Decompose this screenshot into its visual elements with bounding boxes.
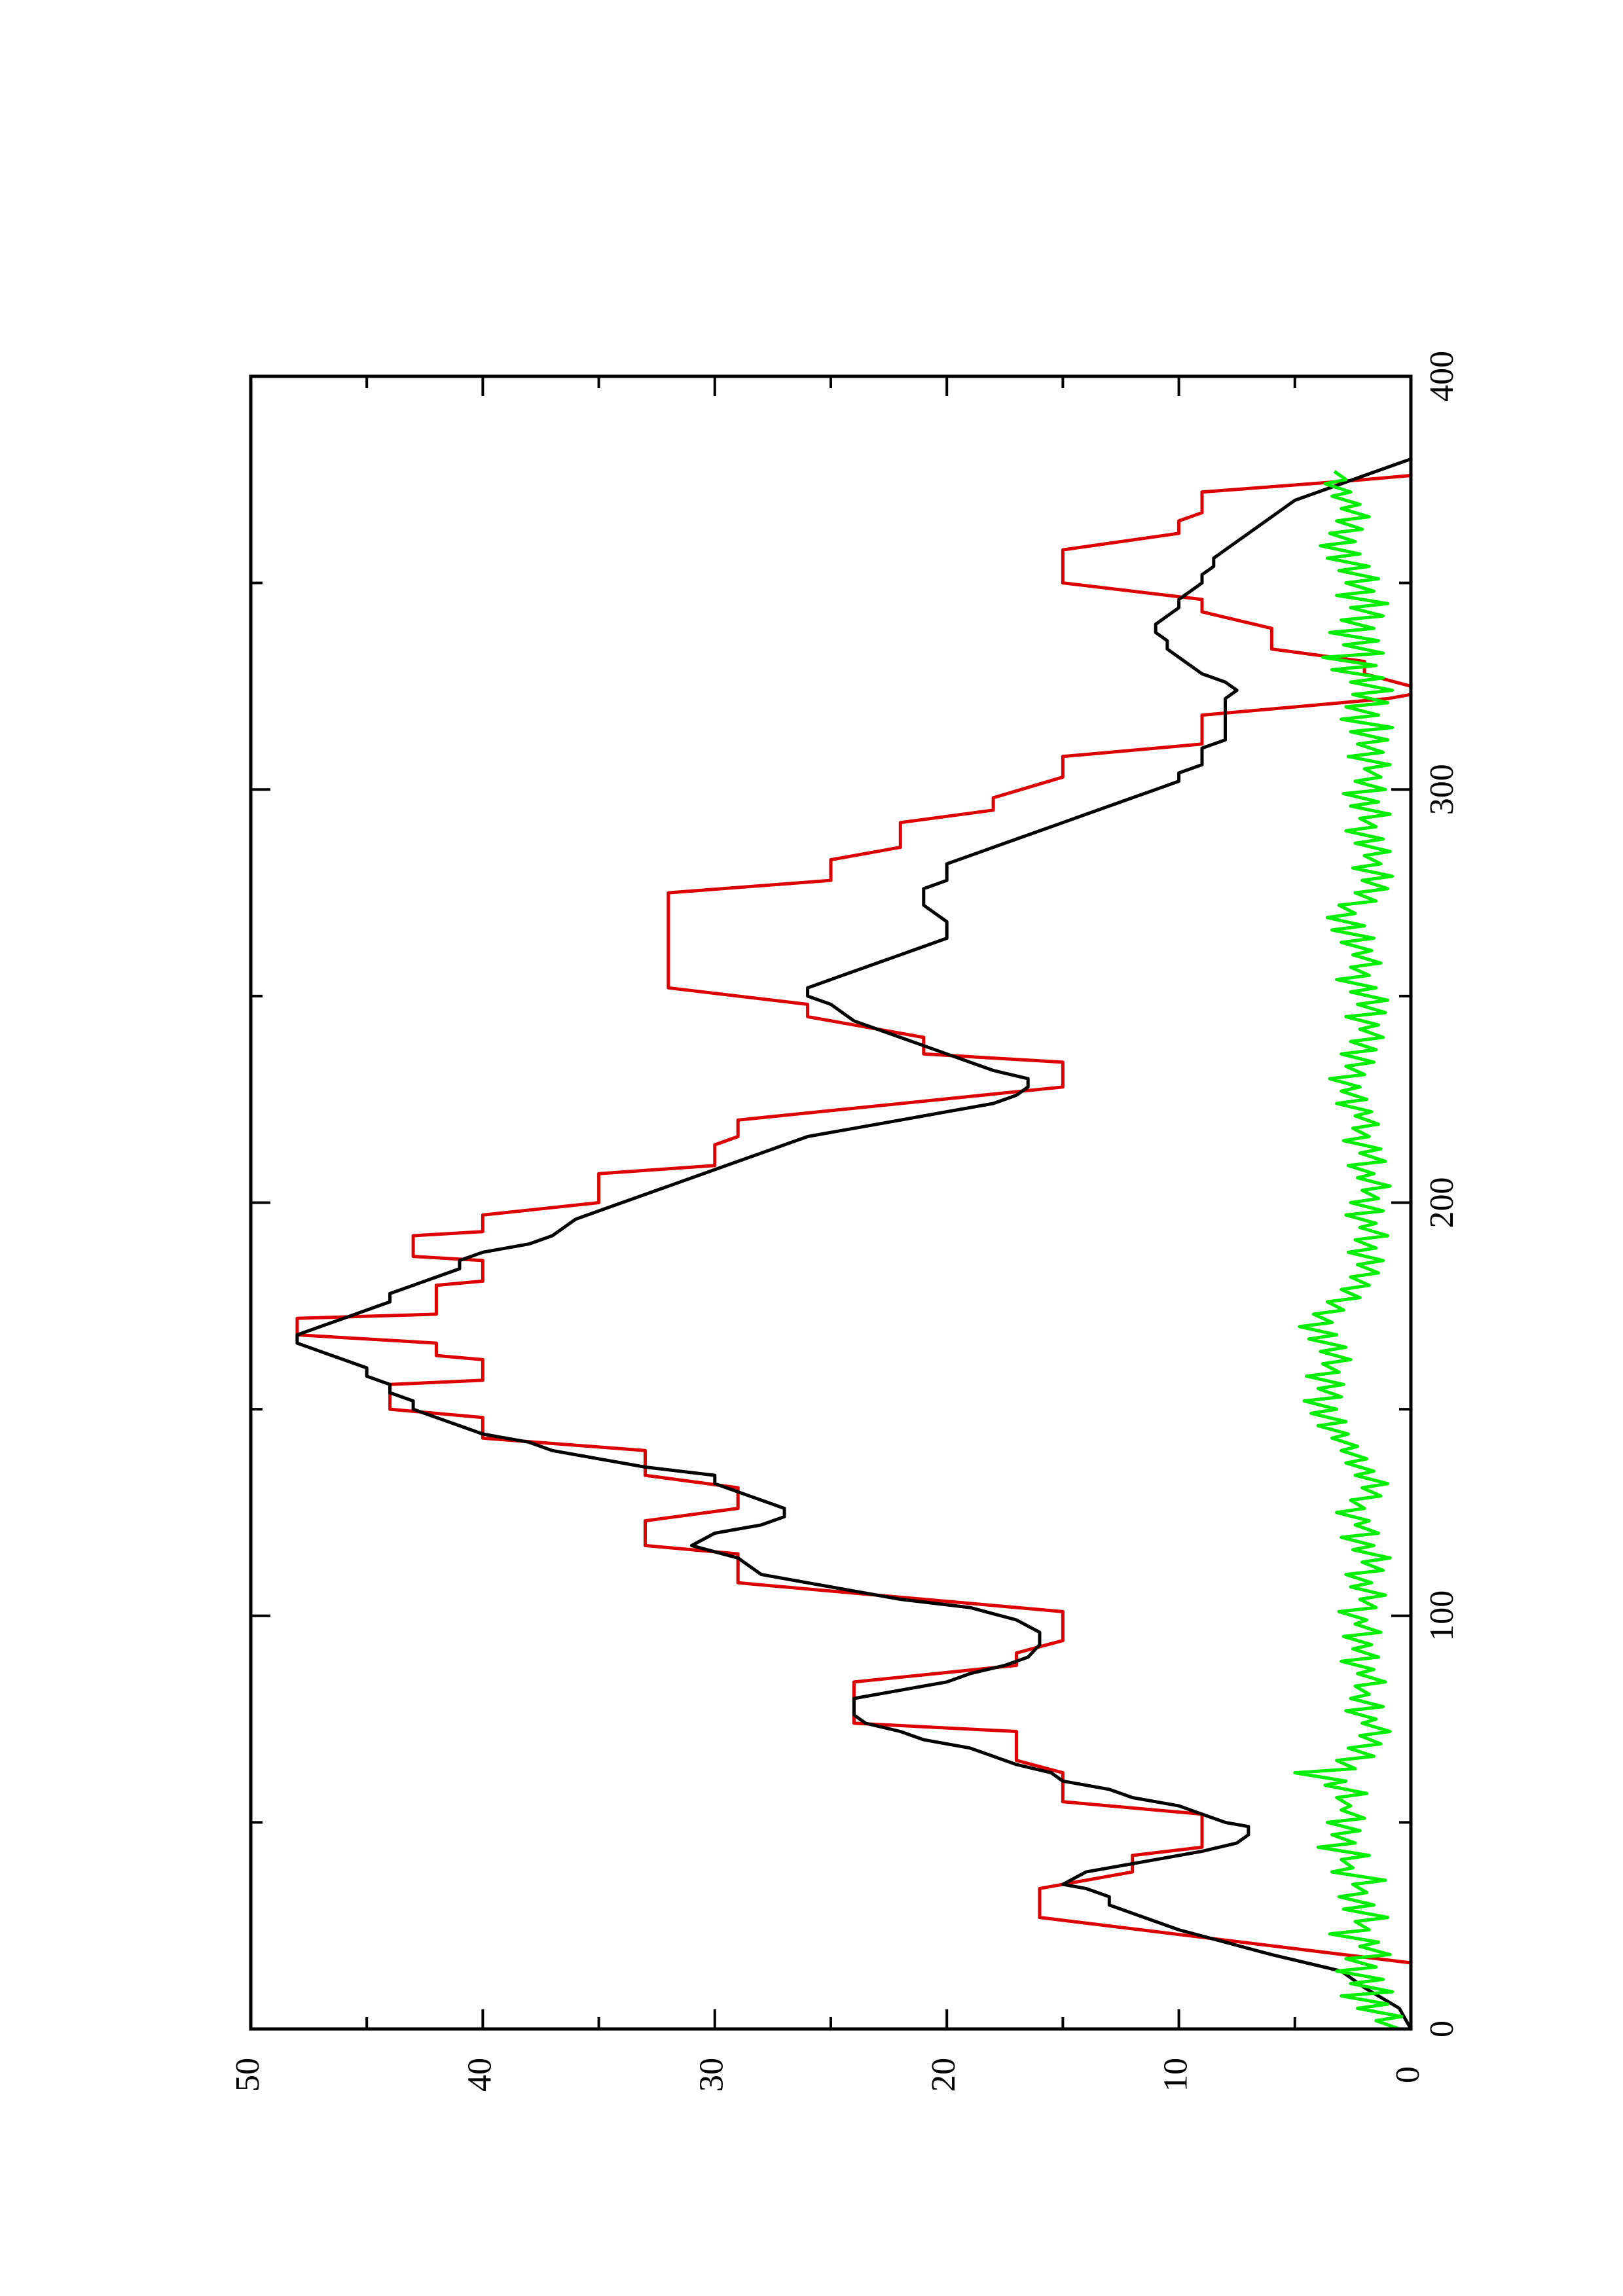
- x-tick-label: 300: [1423, 764, 1461, 815]
- y-tick-label: 0: [1389, 2066, 1427, 2083]
- series-line-3: [1293, 470, 1404, 2031]
- x-tick-label: 400: [1423, 351, 1461, 402]
- x-tick-label: 200: [1423, 1177, 1461, 1229]
- y-tick-label: 30: [693, 2058, 731, 2092]
- tick-layer: [249, 375, 1412, 2030]
- x-tick-label: 0: [1423, 2020, 1461, 2037]
- x-tick-label: 100: [1423, 1590, 1461, 1641]
- y-tick-label: 40: [461, 2058, 498, 2092]
- y-tick-label: 50: [229, 2058, 266, 2092]
- label-layer: 0 100 200 300 400 0 10 20 30 40 50: [229, 351, 1461, 2092]
- y-tick-label: 20: [925, 2058, 962, 2092]
- series-line-2: [295, 457, 1413, 2030]
- y-tick-label: 10: [1158, 2058, 1195, 2092]
